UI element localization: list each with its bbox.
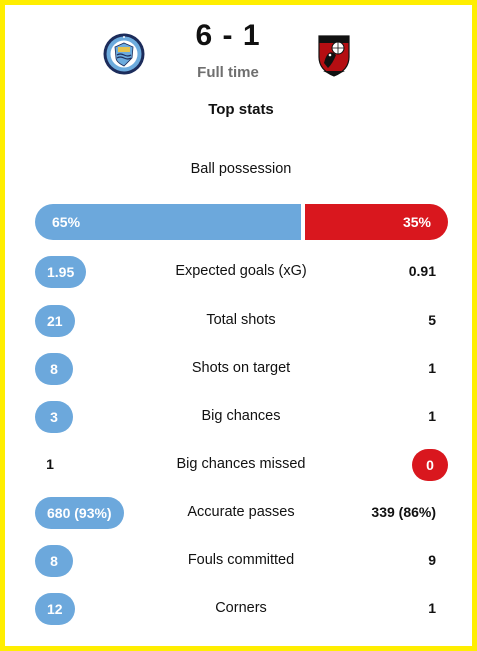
away-value: 0.91 <box>408 263 436 279</box>
stat-row-shots-on-target: 8 Shots on target 1 <box>0 353 477 385</box>
home-value-pill: 680 (93%) <box>35 497 124 529</box>
stat-row-big-chances: 3 Big chances 1 <box>0 401 477 433</box>
home-value-pill: 12 <box>35 593 75 625</box>
possession-divider <box>301 204 305 240</box>
home-value: 1 <box>46 456 54 472</box>
match-status: Full time <box>197 64 259 81</box>
stat-row-total-shots: 21 Total shots 5 <box>0 305 477 337</box>
stat-label: Shots on target <box>191 360 291 376</box>
home-value-pill: 1.95 <box>35 256 87 288</box>
stat-label: Fouls committed <box>187 552 295 568</box>
possession-home-value: 65% <box>52 214 81 230</box>
score-container: 6 - 1 <box>178 19 278 53</box>
stat-row-corners: 12 Corners 1 <box>0 593 477 625</box>
stat-row-big-chances-missed: 1 Big chances missed 0 <box>0 449 477 481</box>
match-header: 6 - 1 Full time <box>0 0 477 100</box>
stat-label: Expected goals (xG) <box>175 263 307 279</box>
manchester-city-crest-icon <box>103 33 145 75</box>
ball-possession-label: Ball possession <box>190 161 292 177</box>
stat-row-expected-goals: 1.95 Expected goals (xG) 0.91 <box>0 256 477 288</box>
home-value-pill: 8 <box>35 545 73 577</box>
match-score: 6 - 1 <box>195 19 261 52</box>
away-value: 9 <box>428 552 436 568</box>
home-value-pill: 21 <box>35 305 75 337</box>
possession-away-value: 35% <box>402 214 431 230</box>
possession-away-segment: 35% <box>305 204 448 240</box>
home-value-pill: 3 <box>35 401 73 433</box>
away-value-pill: 0 <box>412 449 448 481</box>
stat-label: Big chances <box>201 408 281 424</box>
away-value: 1 <box>428 600 436 616</box>
possession-bar: 65% 35% <box>35 204 448 240</box>
bournemouth-crest-icon <box>318 35 350 77</box>
stat-label: Big chances missed <box>176 456 306 472</box>
stat-label: Total shots <box>206 312 276 328</box>
stat-row-accurate-passes: 680 (93%) Accurate passes 339 (86%) <box>0 497 477 529</box>
stat-row-fouls-committed: 8 Fouls committed 9 <box>0 545 477 577</box>
away-value: 5 <box>428 312 436 328</box>
away-value: 339 (86%) <box>371 504 436 520</box>
possession-home-segment: 65% <box>35 204 301 240</box>
top-stats-title: Top stats <box>208 101 274 118</box>
away-value: 1 <box>428 408 436 424</box>
away-value: 1 <box>428 360 436 376</box>
stat-label: Corners <box>215 600 267 616</box>
stat-label: Accurate passes <box>187 504 295 520</box>
home-value-pill: 8 <box>35 353 73 385</box>
